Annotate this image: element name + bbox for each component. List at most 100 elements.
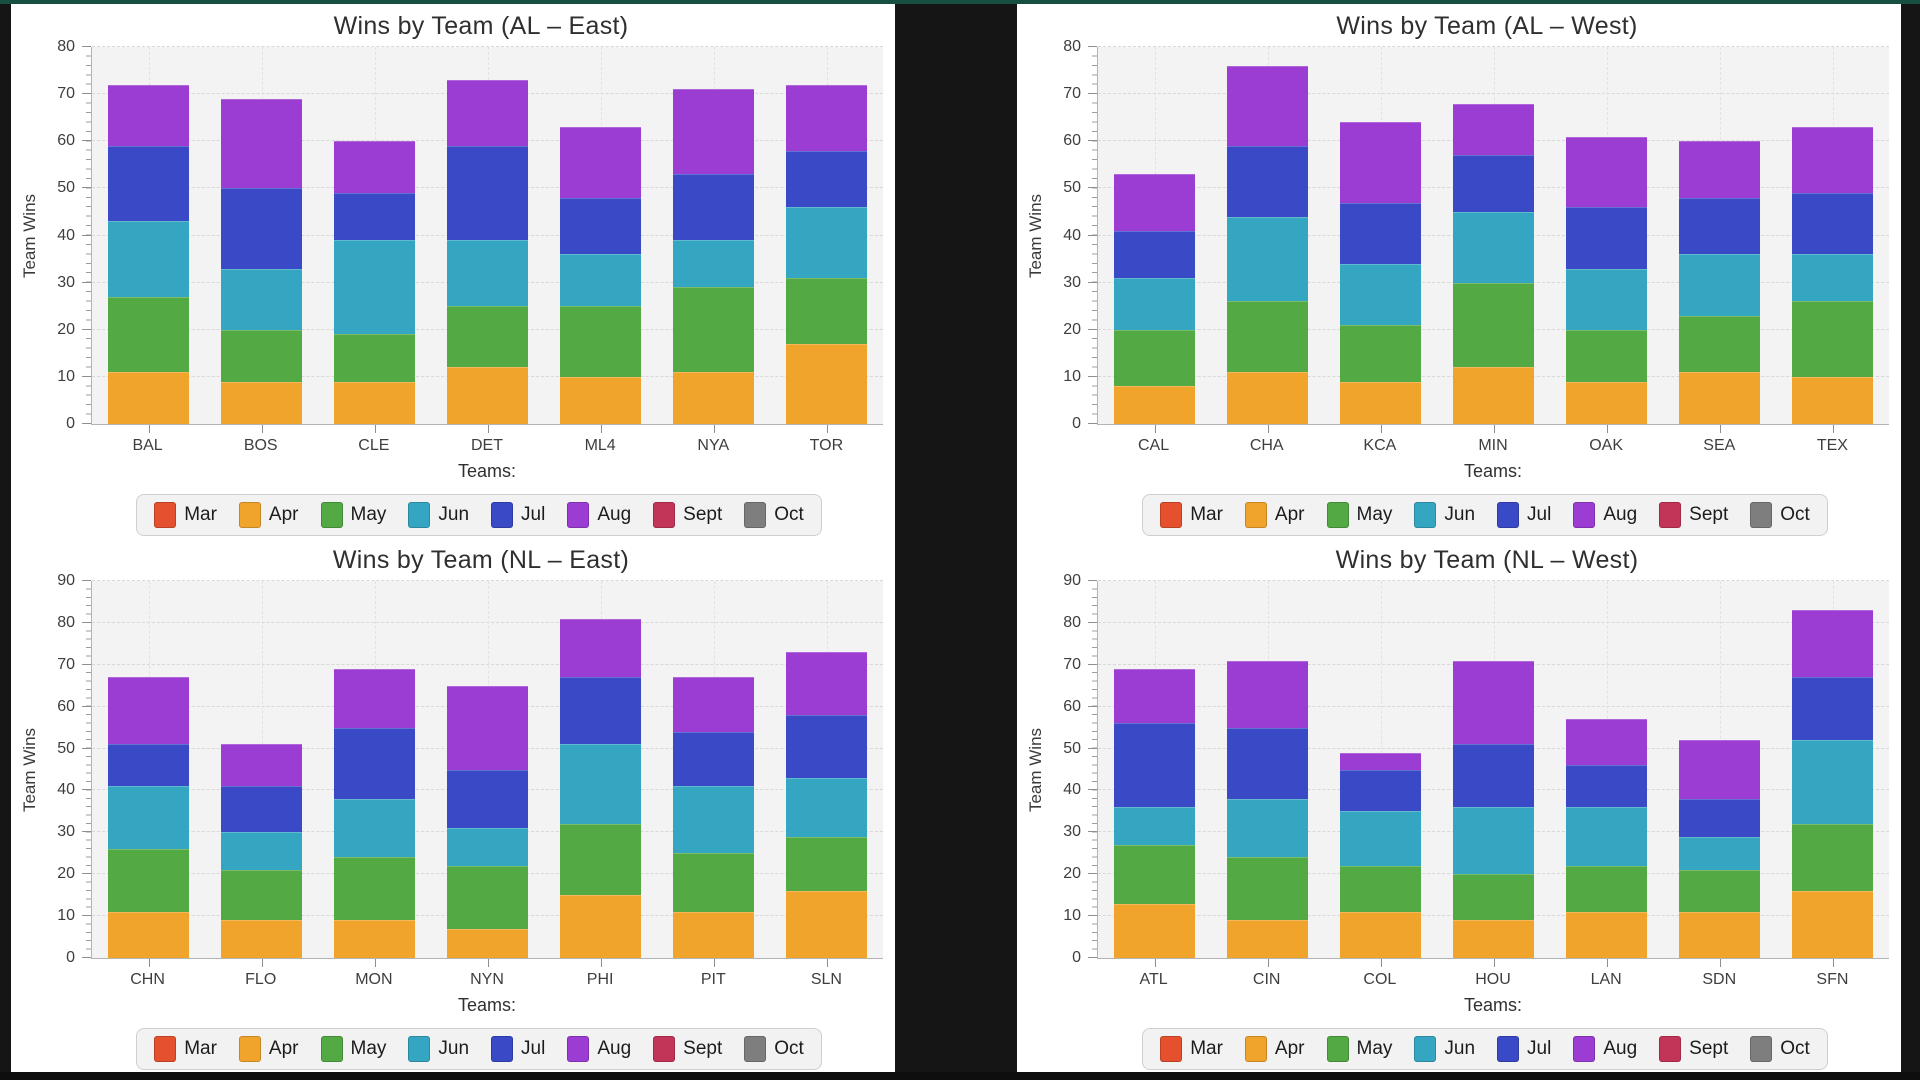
bar-tor (785, 47, 868, 424)
segment-cle-aug (333, 141, 416, 194)
x-tick-mark (1719, 959, 1721, 967)
segment-tex-jun (1791, 254, 1874, 302)
legend-swatch-jun (1414, 502, 1437, 528)
x-axis-title: Teams: (457, 995, 517, 1015)
legend-label: Mar (184, 504, 217, 525)
segment-cle-jun (333, 240, 416, 335)
x-tick-mark (487, 425, 489, 433)
y-tick-label: 40 (57, 226, 75, 244)
y-tick-mark (1088, 747, 1097, 749)
segment-cle-may (333, 334, 416, 382)
x-tick-mark (1267, 959, 1269, 967)
segment-tex-aug (1791, 127, 1874, 194)
legend-swatch-sept (653, 502, 676, 528)
y-tick-mark (1088, 915, 1097, 917)
x-tick-mark (713, 425, 715, 433)
segment-sfn-may (1791, 823, 1874, 891)
plot-area (91, 46, 883, 433)
y-tick-label: 20 (57, 320, 75, 338)
x-tick-mark (1154, 959, 1156, 967)
segment-sea-apr (1678, 372, 1761, 424)
segment-sfn-apr (1791, 890, 1874, 958)
x-tick-mark (1267, 425, 1269, 433)
legend-item-mar: Mar (154, 1036, 217, 1062)
legend-swatch-oct (744, 1036, 767, 1062)
left-chart-panel: Wins by Team (AL – East) Team Wins 0 10 20… (11, 4, 895, 1072)
plot-column: CHN FLO MON NYN PHI PIT SLN Teams: (91, 580, 883, 1016)
segment-tor-jul (785, 150, 868, 208)
y-tick-mark (1088, 140, 1097, 142)
y-tick-mark (82, 140, 91, 142)
legend-swatch-mar (154, 502, 177, 528)
y-axis-title: Team Wins (1023, 47, 1049, 424)
segment-pit-aug (672, 677, 755, 732)
legend-item-sept: Sept (653, 502, 722, 528)
legend-item-sept: Sept (1659, 502, 1728, 528)
segment-col-apr (1339, 911, 1422, 958)
y-tick-mark (82, 46, 91, 47)
y-axis-title-text: Team Wins (20, 193, 40, 278)
segment-mon-apr (333, 920, 416, 958)
legend-swatch-aug (1573, 1036, 1596, 1062)
y-tick-label: 10 (1063, 907, 1081, 925)
segment-kca-apr (1339, 381, 1422, 424)
y-tick-label: 50 (57, 179, 75, 197)
y-axis-minor-ticks (1092, 47, 1097, 424)
segment-tex-apr (1791, 376, 1874, 424)
segment-sln-jul (785, 715, 868, 778)
legend-swatch-apr (1244, 1036, 1267, 1062)
segment-kca-jul (1339, 202, 1422, 264)
y-tick-mark (82, 187, 91, 189)
y-axis-title-text: Team Wins (1026, 193, 1046, 278)
segment-col-jun (1339, 811, 1422, 866)
y-axis-title: Team Wins (17, 47, 43, 424)
plot-column: CAL CHA KCA MIN OAK SEA TEX Teams: (1097, 46, 1889, 482)
segment-cal-jul (1113, 230, 1196, 278)
chart-body: Team Wins 0 10 20 30 40 50 60 70 80 CAL CHA KCA MIN… (1023, 38, 1889, 482)
y-tick-label: 50 (1063, 739, 1081, 757)
legend-item-jul: Jul (1497, 502, 1551, 528)
legend-label: Jul (1527, 1038, 1552, 1059)
y-tick-label: 0 (1072, 415, 1081, 432)
legend-swatch-sept (1659, 502, 1682, 528)
legend-swatch-jul (1497, 502, 1520, 528)
segment-oak-jul (1565, 207, 1648, 269)
segment-phi-may (559, 823, 642, 896)
segment-chn-may (107, 849, 190, 912)
legend-swatch-jul (491, 502, 514, 528)
segment-flo-apr (220, 920, 303, 958)
x-tick-mark (1380, 425, 1382, 433)
chart-body: Team Wins 0 10 20 30 40 50 60 70 80 90 CHN FLO MON N… (17, 572, 883, 1016)
window-top-border (0, 0, 1920, 4)
segment-col-may (1339, 865, 1422, 912)
y-tick-mark (1088, 873, 1097, 875)
segment-min-aug (1452, 103, 1535, 156)
chart-nl-west: Wins by Team (NL – West) Team Wins 0 10 20… (1017, 538, 1901, 1072)
legend-swatch-may (1326, 502, 1349, 528)
y-tick-mark (1088, 281, 1097, 283)
segment-cha-aug (1226, 65, 1309, 146)
y-tick-label: 30 (1063, 823, 1081, 841)
y-axis-minor-ticks (86, 47, 91, 424)
segment-atl-jul (1113, 723, 1196, 808)
segment-sea-jun (1678, 254, 1761, 316)
segment-sln-aug (785, 652, 868, 716)
plot-column: ATL CIN COL HOU LAN SDN SFN Teams: (1097, 580, 1889, 1016)
segment-det-jun (446, 240, 529, 307)
x-tick-mark (1832, 425, 1834, 433)
bar-tex (1791, 47, 1874, 424)
legend-label: Aug (1603, 1038, 1638, 1059)
y-tick-mark (1088, 789, 1097, 791)
legend-label: Jun (1444, 504, 1476, 525)
segment-lan-jun (1565, 807, 1648, 866)
y-tick-label: 60 (57, 697, 75, 715)
segment-hou-may (1452, 874, 1535, 921)
legend-swatch-apr (238, 1036, 261, 1062)
segment-cin-apr (1226, 920, 1309, 958)
legend-row: Mar Apr May Jun Jul Aug Sept Oct (17, 1028, 883, 1070)
segment-bal-may (107, 296, 190, 373)
segment-atl-may (1113, 844, 1196, 904)
legend-label: May (1356, 504, 1393, 525)
bar-phi (559, 581, 642, 958)
segment-sdn-may (1678, 870, 1761, 912)
